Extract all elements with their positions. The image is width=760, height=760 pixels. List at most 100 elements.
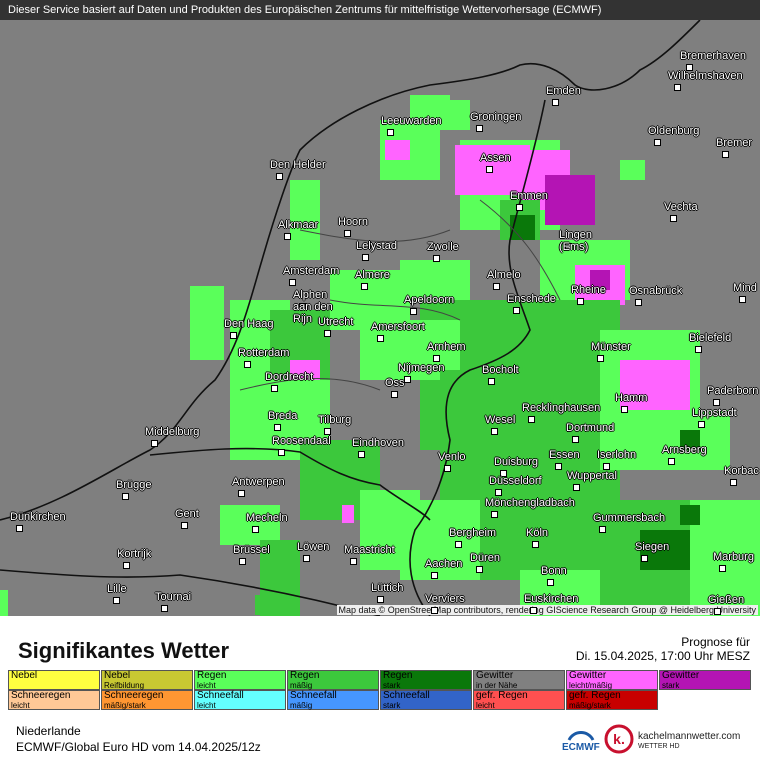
city-label: Osnabrück <box>629 285 683 297</box>
city-label: Emmen <box>510 190 548 202</box>
legend-item: Nebel <box>8 670 100 690</box>
city-dot <box>513 307 520 314</box>
precip-cell <box>440 100 470 130</box>
legend-label: Nebel <box>104 670 131 681</box>
city-dot <box>686 64 693 71</box>
legend-item: Regen leicht <box>194 670 286 690</box>
city-label: Roosendaal <box>272 435 331 447</box>
city-dot <box>123 562 130 569</box>
forecast-date: Di. 15.04.2025, 17:00 Uhr MESZ <box>575 649 750 663</box>
city-dot <box>274 424 281 431</box>
legend-item: Schneefall leicht <box>194 690 286 710</box>
precip-cell <box>255 595 280 615</box>
city-dot <box>377 596 384 603</box>
city-label: Dordrecht <box>265 371 314 383</box>
city-dot <box>113 597 120 604</box>
city-label: Düsseldorf <box>489 475 542 487</box>
legend-label: Gewitter <box>476 670 514 681</box>
city-dot <box>577 298 584 305</box>
model-run: ECMWF/Global Euro HD vom 14.04.2025/12z <box>16 740 261 754</box>
city-dot <box>324 428 331 435</box>
city-dot <box>491 428 498 435</box>
city-label: Arnhem <box>427 341 466 353</box>
city-dot <box>572 436 579 443</box>
legend-item: Nebel Reifbildung <box>101 670 193 690</box>
legend-label: Regen <box>383 670 413 681</box>
city-dot <box>516 204 523 211</box>
region: Niederlande <box>16 724 81 738</box>
city-label: Wilhelmshaven <box>668 70 743 82</box>
city-label: Essen <box>549 449 580 461</box>
city-dot <box>722 151 729 158</box>
precip-cell <box>590 270 610 290</box>
city-dot <box>410 308 417 315</box>
city-label: Lüttich <box>371 582 404 594</box>
precip-cell <box>400 500 480 580</box>
legend-sublabel: leicht <box>476 701 495 710</box>
city-dot <box>151 440 158 447</box>
city-dot <box>299 303 306 310</box>
city-label: Bremer <box>716 137 753 149</box>
city-dot <box>476 125 483 132</box>
city-label: Antwerpen <box>232 476 285 488</box>
precip-cell <box>385 140 410 160</box>
city-label: Recklinghausen <box>522 402 601 414</box>
city-label: Middelburg <box>145 426 200 438</box>
city-label: Siegen <box>635 541 670 553</box>
city-label: Bonn <box>541 565 567 577</box>
legend-item: Gewitter in der Nähe <box>473 670 565 690</box>
city-dot <box>344 230 351 237</box>
legend-sublabel: stark <box>383 681 401 690</box>
city-label: Groningen <box>470 111 522 123</box>
city-dot <box>284 233 291 240</box>
city-label: Euskirchen <box>524 593 579 605</box>
city-dot <box>16 525 23 532</box>
city-dot <box>161 605 168 612</box>
legend-label: gefr. Regen <box>569 690 621 701</box>
city-label: Tilburg <box>318 414 352 426</box>
city-label: Oss <box>385 377 405 389</box>
precip-cell <box>400 260 470 300</box>
legend-label: Regen <box>197 670 227 681</box>
city-label: Mönchengladbach <box>485 497 575 509</box>
city-dot <box>552 99 559 106</box>
city-label: Münster <box>591 341 631 353</box>
precip-cell <box>220 505 280 545</box>
city-dot <box>455 541 462 548</box>
city-label: Breda <box>268 410 298 422</box>
city-dot <box>244 361 251 368</box>
city-label: Emden <box>546 85 581 97</box>
city-label: Den Helder <box>270 159 326 171</box>
legend-label: Gewitter <box>569 670 607 681</box>
city-label: Leeuwarden <box>381 115 442 127</box>
city-dot <box>476 566 483 573</box>
city-dot <box>599 526 606 533</box>
city-dot <box>730 479 737 486</box>
precip-cell <box>650 380 690 410</box>
city-dot <box>565 243 572 250</box>
city-dot <box>431 607 438 614</box>
city-dot <box>695 346 702 353</box>
city-label: Lippstadt <box>692 407 737 419</box>
city-dot <box>674 84 681 91</box>
city-label: Mecheln <box>246 512 288 524</box>
city-dot <box>362 254 369 261</box>
service-header: Dieser Service basiert auf Daten und Pro… <box>0 0 760 20</box>
city-dot <box>495 489 502 496</box>
legend-item: Schneefall mäßig <box>287 690 379 710</box>
precip-cell <box>0 590 8 616</box>
city-label: Duisburg <box>494 456 539 468</box>
city-label: Dortmund <box>566 422 615 434</box>
city-label: Marburg <box>713 551 754 563</box>
precip-cell <box>290 180 320 260</box>
city-label: Gent <box>175 508 199 520</box>
city-label: Bocholt <box>482 364 519 376</box>
legend-label: Regen <box>290 670 320 681</box>
city-label: Almelo <box>487 269 521 281</box>
city-dot <box>528 416 535 423</box>
city-dot <box>230 332 237 339</box>
city-dot <box>486 166 493 173</box>
city-dot <box>547 579 554 586</box>
legend-sublabel: mäßig/stark <box>569 701 611 710</box>
city-dot <box>670 215 677 222</box>
